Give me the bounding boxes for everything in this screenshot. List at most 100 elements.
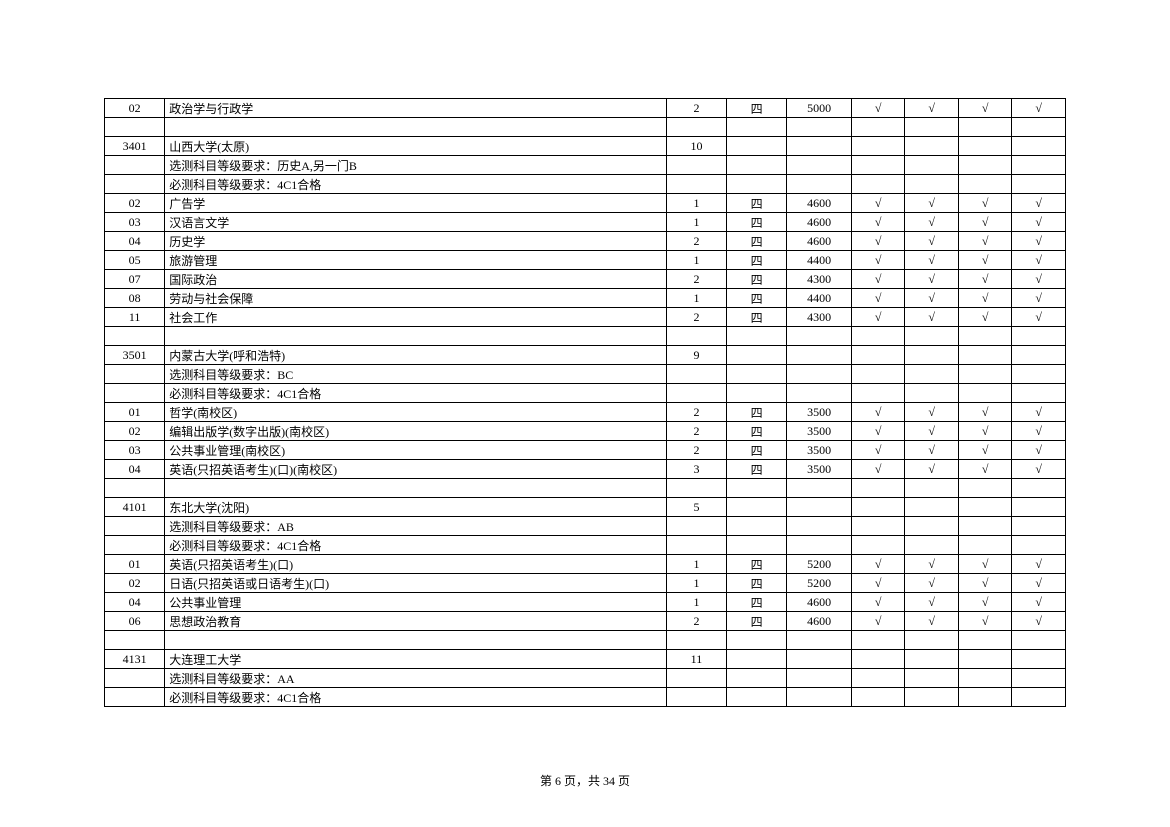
table-cell: 日语(只招英语或日语考生)(口) [165,574,667,593]
table-cell [1012,650,1066,669]
table-cell [958,517,1012,536]
table-cell: 2 [666,403,726,422]
table-cell [905,479,959,498]
table-cell: √ [1012,593,1066,612]
table-cell: 选测科目等级要求：AA [165,669,667,688]
table-cell [787,479,852,498]
table-cell: √ [1012,555,1066,574]
table-cell: 四 [727,194,787,213]
table-row: 06思想政治教育2四4600√√√√ [105,612,1066,631]
table-cell: 社会工作 [165,308,667,327]
table-cell: √ [851,194,905,213]
table-cell [666,175,726,194]
table-cell [727,118,787,137]
table-row: 选测科目等级要求：历史A,另一门B [105,156,1066,175]
table-cell: 历史学 [165,232,667,251]
table-cell [1012,365,1066,384]
table-cell: 2 [666,612,726,631]
table-cell: 必测科目等级要求：4C1合格 [165,384,667,403]
table-row: 02日语(只招英语或日语考生)(口)1四5200√√√√ [105,574,1066,593]
table-cell: 08 [105,289,165,308]
table-cell: 四 [727,213,787,232]
table-cell: 广告学 [165,194,667,213]
table-cell: 哲学(南校区) [165,403,667,422]
table-cell: 5200 [787,574,852,593]
table-cell: 4600 [787,612,852,631]
table-cell [905,175,959,194]
table-cell [905,631,959,650]
table-cell [666,156,726,175]
table-row: 选测科目等级要求：AB [105,517,1066,536]
table-cell: √ [851,403,905,422]
table-cell: √ [905,460,959,479]
table-cell: √ [1012,232,1066,251]
table-cell [958,346,1012,365]
table-cell [105,536,165,555]
table-cell [958,536,1012,555]
table-cell: 4400 [787,289,852,308]
table-cell [905,669,959,688]
table-cell: √ [958,289,1012,308]
table-cell: 四 [727,289,787,308]
table-cell [666,688,726,707]
table-cell [787,688,852,707]
table-cell: 11 [105,308,165,327]
table-cell [958,498,1012,517]
table-cell [727,631,787,650]
table-row: 02广告学1四4600√√√√ [105,194,1066,213]
table-cell: 02 [105,99,165,118]
table-cell [787,365,852,384]
table-cell [787,346,852,365]
table-cell: √ [958,99,1012,118]
table-cell [958,631,1012,650]
table-cell [1012,517,1066,536]
table-row: 04公共事业管理1四4600√√√√ [105,593,1066,612]
table-cell: √ [1012,213,1066,232]
table-cell [1012,175,1066,194]
table-cell: 英语(只招英语考生)(口)(南校区) [165,460,667,479]
table-cell: √ [1012,251,1066,270]
table-cell [787,327,852,346]
table-cell: 2 [666,422,726,441]
table-cell [851,688,905,707]
table-cell: 大连理工大学 [165,650,667,669]
table-cell: 3500 [787,441,852,460]
table-cell: 英语(只招英语考生)(口) [165,555,667,574]
table-cell [851,137,905,156]
table-row: 4101东北大学(沈阳)5 [105,498,1066,517]
table-cell: 01 [105,403,165,422]
table-cell: 必测科目等级要求：4C1合格 [165,175,667,194]
table-cell: √ [1012,403,1066,422]
table-cell [851,517,905,536]
table-cell: 编辑出版学(数字出版)(南校区) [165,422,667,441]
table-cell: 3401 [105,137,165,156]
table-cell: 1 [666,194,726,213]
table-cell [105,384,165,403]
table-cell [1012,688,1066,707]
table-cell [905,498,959,517]
table-cell: √ [905,612,959,631]
table-cell: 四 [727,441,787,460]
table-cell: 选测科目等级要求：AB [165,517,667,536]
table-cell: √ [1012,574,1066,593]
table-cell: 07 [105,270,165,289]
table-row: 04英语(只招英语考生)(口)(南校区)3四3500√√√√ [105,460,1066,479]
table-cell [851,384,905,403]
table-cell: 5200 [787,555,852,574]
table-cell: 04 [105,232,165,251]
table-cell: √ [905,555,959,574]
table-cell [958,650,1012,669]
table-cell [905,327,959,346]
table-row: 01英语(只招英语考生)(口)1四5200√√√√ [105,555,1066,574]
table-cell [727,346,787,365]
table-row: 4131大连理工大学11 [105,650,1066,669]
table-cell: √ [851,289,905,308]
table-row [105,118,1066,137]
table-cell [727,384,787,403]
table-cell: 山西大学(太原) [165,137,667,156]
table-cell: 03 [105,441,165,460]
table-cell: 01 [105,555,165,574]
table-cell: √ [851,441,905,460]
table-cell: 旅游管理 [165,251,667,270]
table-row: 05旅游管理1四4400√√√√ [105,251,1066,270]
